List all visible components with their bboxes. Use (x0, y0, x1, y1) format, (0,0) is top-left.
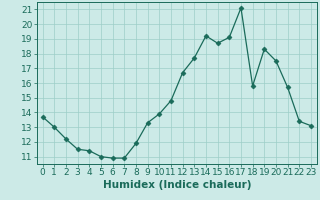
X-axis label: Humidex (Indice chaleur): Humidex (Indice chaleur) (102, 180, 251, 190)
